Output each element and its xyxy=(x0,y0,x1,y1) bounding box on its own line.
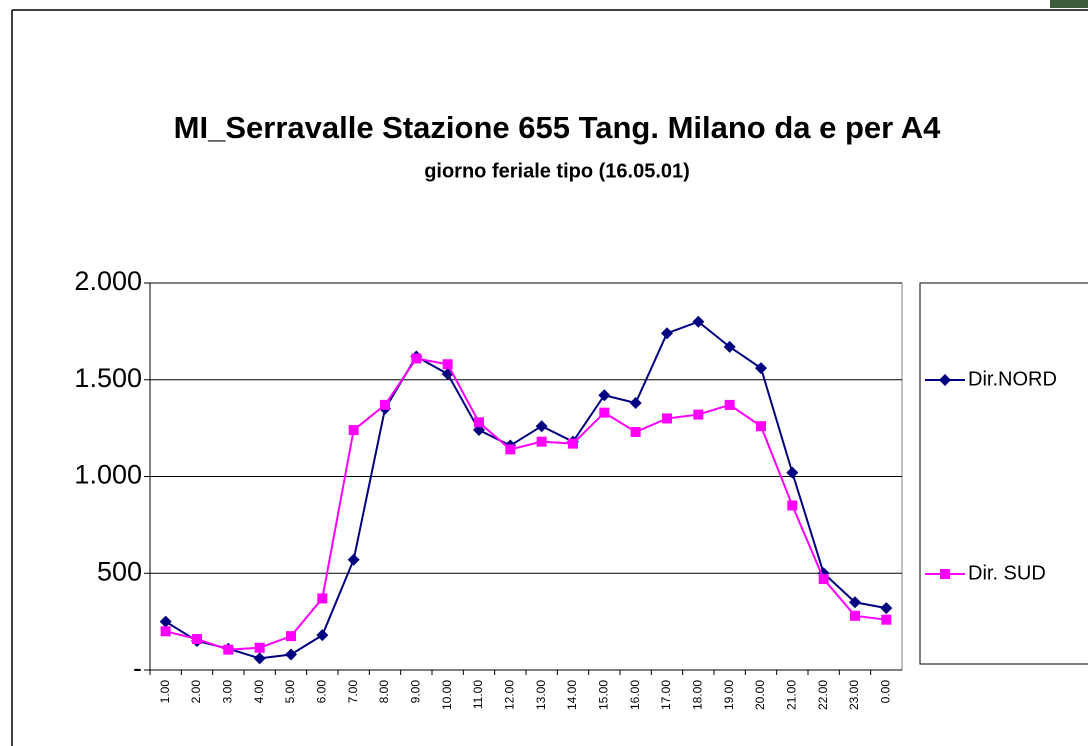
x-tick-label: 18.00 xyxy=(691,680,705,710)
series-line xyxy=(165,320,887,660)
x-tick-label: 4.00 xyxy=(252,680,266,704)
data-point xyxy=(192,634,202,645)
x-tick-label: 11.00 xyxy=(471,680,485,709)
legend-label: Dir.NORD xyxy=(968,368,1057,390)
x-tick-label: 19.00 xyxy=(722,680,736,710)
x-tick-label: 20.00 xyxy=(753,680,767,710)
data-point xyxy=(661,327,673,340)
legend-box xyxy=(919,282,1088,665)
data-point xyxy=(380,399,390,410)
data-point xyxy=(286,631,296,642)
data-point xyxy=(317,593,328,604)
x-tick-label: 7.00 xyxy=(346,680,360,704)
data-point xyxy=(755,362,767,375)
data-point xyxy=(411,353,422,364)
data-point xyxy=(881,614,892,625)
series-line xyxy=(165,357,887,651)
x-tick-label: 14.00 xyxy=(565,680,579,710)
data-point xyxy=(692,315,705,328)
x-tick-label: 9.00 xyxy=(409,680,423,704)
data-point xyxy=(629,396,642,409)
x-tick-label: 13.00 xyxy=(534,680,548,710)
x-tick-label: 21.00 xyxy=(785,680,799,710)
y-tick-label: 1.500 xyxy=(74,363,142,393)
x-tick-label: 8.00 xyxy=(377,680,391,704)
data-point xyxy=(442,359,453,370)
data-point xyxy=(880,602,893,615)
data-point xyxy=(160,626,171,637)
data-point xyxy=(285,648,297,661)
data-point xyxy=(536,436,547,447)
y-tick-label: 2.000 xyxy=(74,266,142,296)
data-point xyxy=(599,407,610,418)
data-point xyxy=(756,421,766,432)
corner-image xyxy=(1050,0,1088,8)
data-point xyxy=(316,629,329,642)
y-tick-label: - xyxy=(133,653,142,683)
y-tick-label: 500 xyxy=(97,556,142,586)
data-point xyxy=(474,417,484,428)
data-point xyxy=(568,438,578,449)
x-tick-label: 22.00 xyxy=(816,680,830,710)
x-tick-label: 0.00 xyxy=(879,680,893,704)
x-tick-label: 2.00 xyxy=(189,680,203,704)
data-point xyxy=(693,409,704,420)
x-tick-label: 12.00 xyxy=(503,680,517,710)
data-point xyxy=(662,413,672,424)
data-point xyxy=(159,615,172,628)
data-point xyxy=(724,399,735,410)
x-tick-label: 3.00 xyxy=(221,680,235,704)
data-point xyxy=(598,389,611,402)
data-point xyxy=(347,553,360,566)
chart-subtitle: giorno feriale tipo (16.05.01) xyxy=(424,160,690,182)
data-point xyxy=(786,466,799,479)
data-point xyxy=(535,420,548,433)
legend-marker xyxy=(940,569,950,579)
x-tick-label: 10.00 xyxy=(440,680,454,710)
data-point xyxy=(850,610,860,621)
y-tick-label: 1.000 xyxy=(74,460,142,490)
data-point xyxy=(505,444,516,455)
x-tick-label: 6.00 xyxy=(315,680,329,704)
data-point xyxy=(253,652,266,665)
chart-title: MI_Serravalle Stazione 655 Tang. Milano … xyxy=(174,110,941,145)
data-point xyxy=(849,596,861,609)
x-tick-label: 15.00 xyxy=(597,680,611,710)
data-point xyxy=(223,644,234,655)
data-point xyxy=(630,426,641,437)
x-tick-label: 16.00 xyxy=(628,680,642,710)
x-tick-label: 5.00 xyxy=(283,680,297,704)
data-point xyxy=(723,340,736,353)
data-point xyxy=(818,574,829,585)
legend-marker xyxy=(939,374,951,386)
data-point xyxy=(348,425,359,436)
x-tick-label: 17.00 xyxy=(659,680,673,710)
legend-label: Dir. SUD xyxy=(968,562,1046,584)
data-point xyxy=(254,642,265,653)
x-tick-label: 1.00 xyxy=(158,680,172,704)
data-point xyxy=(787,500,798,511)
x-tick-label: 23.00 xyxy=(847,680,861,710)
